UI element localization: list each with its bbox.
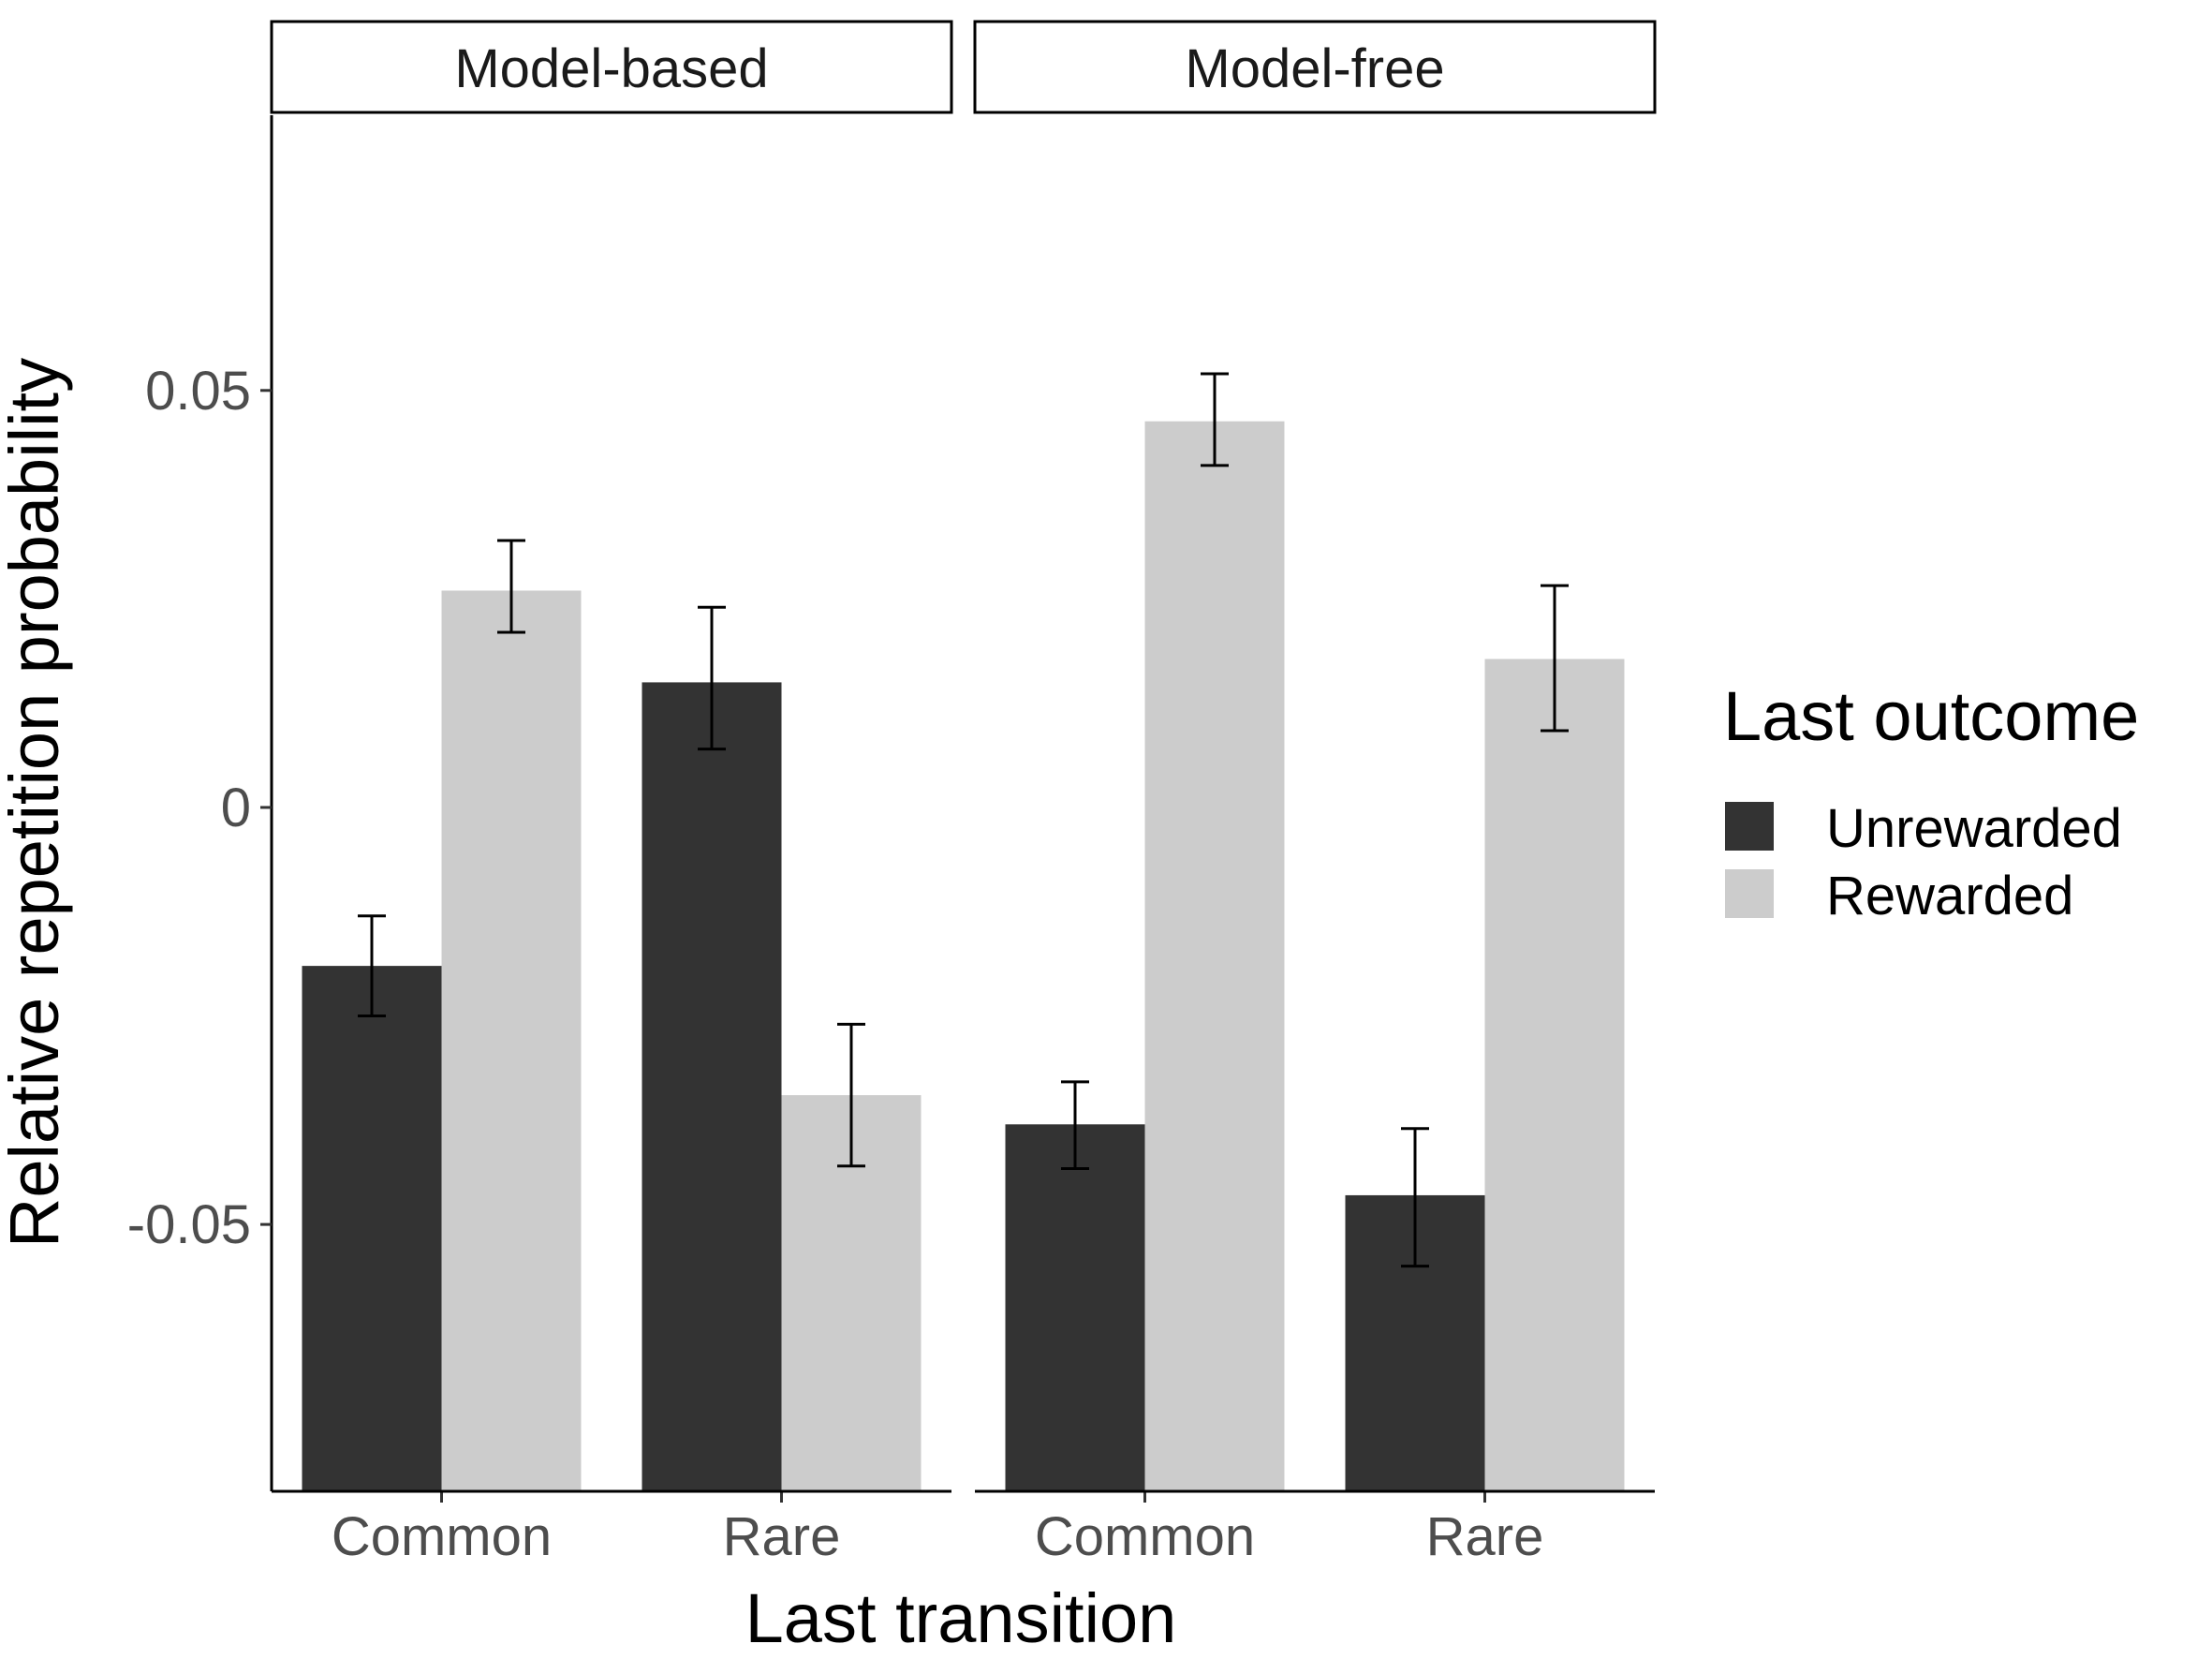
y-tick-label: 0: [221, 778, 251, 838]
legend: Last outcome Unrewarded Rewarded: [1723, 677, 2139, 926]
legend-label-rewarded: Rewarded: [1826, 866, 2073, 926]
error-bar-model-based-common-rewarded: [497, 539, 525, 634]
x-axis-title: Last transition: [745, 1579, 1177, 1657]
error-bar-model-free-common-rewarded: [1201, 372, 1229, 467]
error-bar-model-based-rare-unrewarded: [698, 605, 726, 751]
legend-key-rewarded: [1725, 869, 1774, 918]
facet-panels: Model-based Common Rare Model-free Common Rar…: [270, 20, 1657, 1567]
facet-strip: [270, 20, 953, 114]
facet-strip: [973, 20, 1657, 114]
y-tick-label: 0.05: [145, 361, 251, 422]
bar-model-based-common-unrewarded: [302, 966, 442, 1491]
error-bar-model-based-common-unrewarded: [358, 914, 386, 1018]
bar-model-free-rare-rewarded: [1484, 659, 1625, 1491]
x-tick-label-rare: Rare: [723, 1506, 841, 1567]
facet-label: Model-based: [454, 38, 768, 99]
legend-label-unrewarded: Unrewarded: [1826, 798, 2122, 859]
legend-title: Last outcome: [1723, 677, 2139, 755]
error-bar-model-free-rare-rewarded: [1541, 584, 1569, 733]
panel-model-free: Model-free Common Rare: [973, 20, 1657, 1567]
x-tick-label-rare: Rare: [1426, 1506, 1544, 1567]
bar-model-free-common-unrewarded: [1005, 1124, 1145, 1491]
y-axis: -0.05 0 0.05: [127, 361, 272, 1255]
bar-model-based-common-rewarded: [441, 590, 582, 1491]
legend-key-unrewarded: [1725, 802, 1774, 851]
error-bar-model-based-rare-rewarded: [837, 1022, 865, 1168]
bar-model-based-rare-unrewarded: [641, 682, 782, 1491]
x-tick-label-common: Common: [1035, 1506, 1255, 1567]
facet-label: Model-free: [1185, 38, 1444, 99]
y-axis-title: Relative repetition probability: [0, 358, 73, 1248]
panel-model-based: Model-based Common Rare: [270, 20, 953, 1567]
error-bar-model-free-rare-unrewarded: [1401, 1127, 1429, 1268]
y-tick-label: -0.05: [127, 1194, 251, 1255]
x-tick-label-common: Common: [332, 1506, 552, 1567]
bar-model-free-common-rewarded: [1144, 421, 1285, 1491]
error-bar-model-free-common-unrewarded: [1061, 1080, 1089, 1170]
